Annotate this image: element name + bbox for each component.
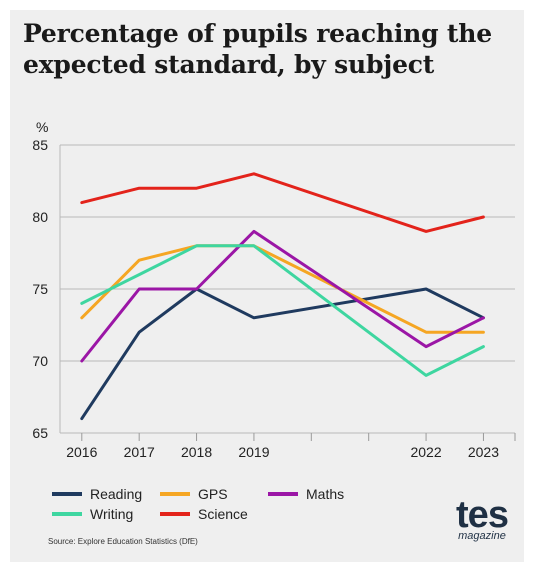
- y-tick-label: 80: [32, 209, 48, 225]
- chart-card: [10, 10, 524, 562]
- legend-item-gps: GPS: [160, 486, 228, 502]
- legend-swatch-reading: [52, 492, 82, 496]
- axes: 65 70 75 80 85 2016 2017 2018 2019 2022 2023: [32, 137, 516, 460]
- legend-item-science: Science: [160, 506, 248, 522]
- legend-label-gps: GPS: [198, 486, 228, 502]
- x-tick-label: 2016: [66, 444, 97, 460]
- logo-wordmark: tes: [456, 494, 509, 536]
- legend-item-writing: Writing: [52, 506, 133, 522]
- series-lines: [80, 172, 485, 421]
- gridlines: [60, 144, 515, 434]
- series-line-science: [80, 172, 485, 233]
- legend-label-writing: Writing: [90, 506, 134, 522]
- y-tick-label: 70: [32, 353, 48, 369]
- legend-label-reading: Reading: [90, 486, 143, 502]
- y-tick-label: 65: [32, 425, 48, 441]
- legend-swatch-maths: [268, 492, 298, 496]
- x-tick-label: 2022: [410, 444, 441, 460]
- series-line-writing: [80, 244, 485, 377]
- x-tick-label: 2018: [181, 444, 212, 460]
- legend-label-maths: Maths: [306, 486, 345, 502]
- source-note: Source: Explore Education Statistics (Df…: [48, 537, 198, 546]
- legend-swatch-gps: [160, 492, 190, 496]
- legend-item-maths: Maths: [268, 486, 344, 502]
- y-axis-label: %: [36, 119, 48, 135]
- legend-swatch-writing: [52, 512, 82, 516]
- legend-item-reading: Reading: [52, 486, 142, 502]
- legend-label-science: Science: [198, 506, 248, 522]
- chart-title: Percentage of pupils reaching the expect…: [23, 19, 492, 79]
- x-tick-label: 2017: [124, 444, 155, 460]
- legend-swatch-science: [160, 512, 190, 516]
- x-tick-label: 2019: [238, 444, 269, 460]
- y-tick-label: 85: [32, 137, 48, 153]
- y-tick-label: 75: [32, 281, 48, 297]
- series-line-maths: [80, 229, 485, 363]
- x-tick-label: 2023: [468, 444, 499, 460]
- tes-logo: tes magazine: [452, 494, 512, 542]
- logo-subtitle: magazine: [458, 530, 506, 542]
- series-line-reading: [80, 287, 485, 421]
